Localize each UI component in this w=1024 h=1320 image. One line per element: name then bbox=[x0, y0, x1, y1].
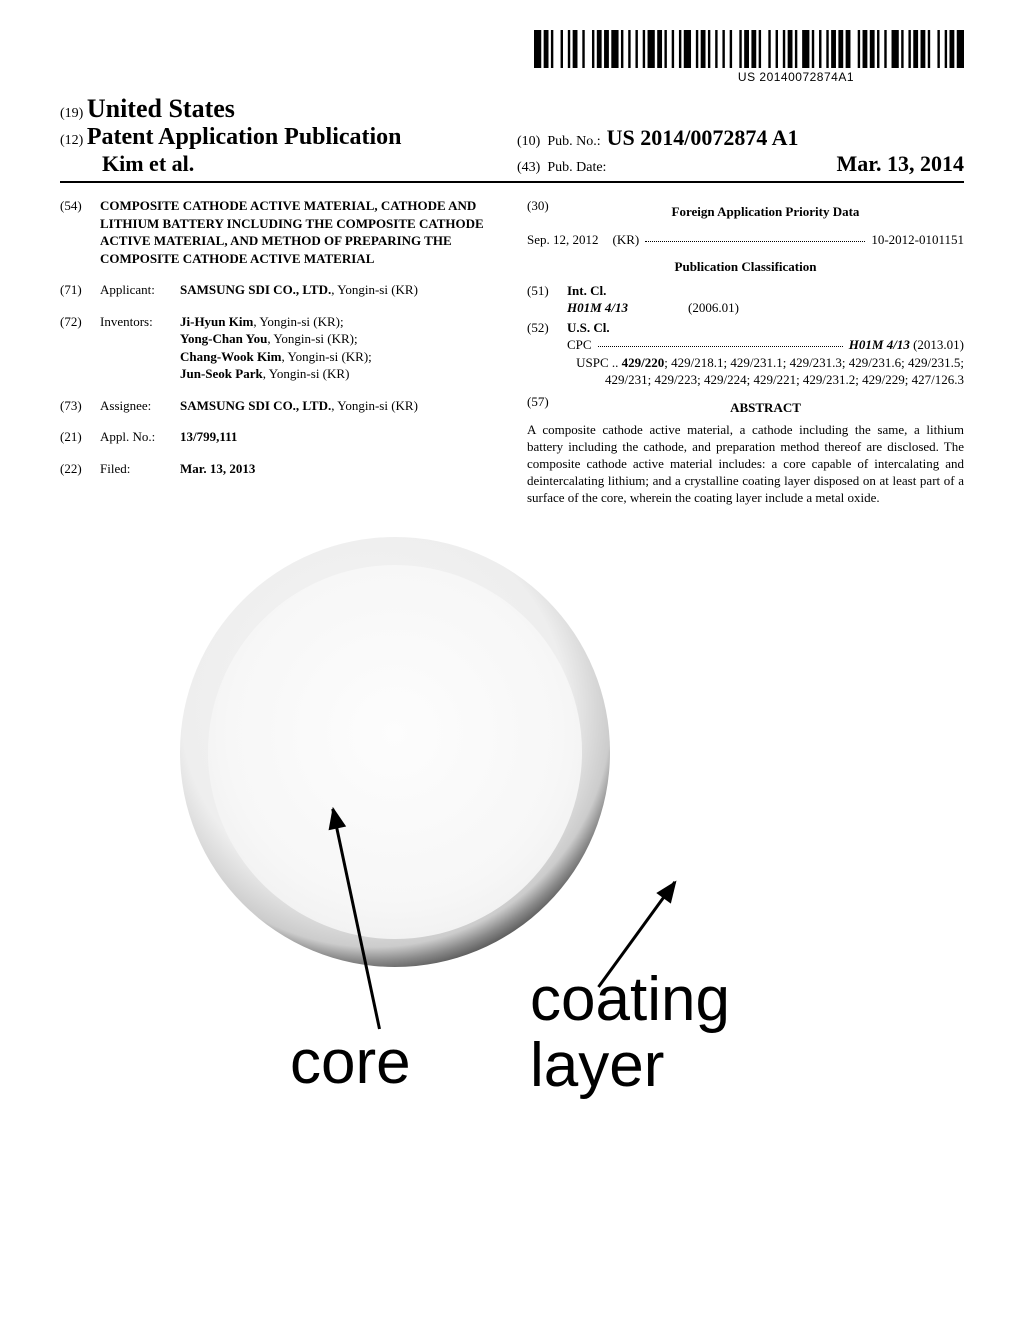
code-12: (12) bbox=[60, 133, 83, 148]
code-10: (10) bbox=[517, 134, 540, 150]
label-applno: Appl. No.: bbox=[100, 428, 180, 446]
field-22: (22) Filed: Mar. 13, 2013 bbox=[60, 460, 497, 478]
inventor-name: Ji-Hyun Kim bbox=[180, 314, 253, 329]
pubno: US 2014/0072874 A1 bbox=[607, 125, 799, 151]
code-52: (52) bbox=[527, 319, 567, 389]
assignee-name: SAMSUNG SDI CO., LTD. bbox=[180, 398, 331, 413]
assignee-loc: , Yongin-si (KR) bbox=[331, 398, 418, 413]
field-73: (73) Assignee: SAMSUNG SDI CO., LTD., Yo… bbox=[60, 397, 497, 415]
field-72: (72) Inventors: Ji-Hyun Kim, Yongin-si (… bbox=[60, 313, 497, 383]
code-21: (21) bbox=[60, 428, 100, 446]
barcode-graphic bbox=[534, 30, 964, 68]
field-57: (57) ABSTRACT bbox=[527, 393, 964, 421]
code-51: (51) bbox=[527, 282, 567, 317]
code-57: (57) bbox=[527, 393, 567, 421]
code-19: (19) bbox=[60, 106, 83, 121]
pubdate-label: Pub. Date: bbox=[547, 160, 606, 176]
code-72: (72) bbox=[60, 313, 100, 383]
intcl-class: H01M 4/13 bbox=[567, 300, 628, 315]
inventors-list: Ji-Hyun Kim, Yongin-si (KR);Yong-Chan Yo… bbox=[180, 313, 497, 383]
label-coating: coating layer bbox=[530, 967, 730, 1098]
field-51: (51) Int. Cl. H01M 4/13 (2006.01) bbox=[527, 282, 964, 317]
code-71: (71) bbox=[60, 281, 100, 299]
code-54: (54) bbox=[60, 197, 100, 267]
cpc-year: (2013.01) bbox=[913, 337, 964, 352]
label-assignee: Assignee: bbox=[100, 397, 180, 415]
priority-row: Sep. 12, 2012 (KR) 10-2012-0101151 bbox=[527, 231, 964, 249]
figure: core coating layer bbox=[60, 537, 964, 1147]
barcode-block: US 20140072874A1 bbox=[60, 30, 964, 84]
inventor-loc: , Yongin-si (KR); bbox=[282, 349, 372, 364]
pubclass-heading: Publication Classification bbox=[527, 258, 964, 276]
field-30: (30) Foreign Application Priority Data bbox=[527, 197, 964, 227]
pubdate-line: (43) Pub. Date: Mar. 13, 2014 bbox=[517, 151, 964, 177]
inventor-loc: , Yongin-si (KR); bbox=[267, 331, 357, 346]
pubno-line: (10) Pub. No.: US 2014/0072874 A1 bbox=[517, 125, 964, 151]
biblio-columns: (54) COMPOSITE CATHODE ACTIVE MATERIAL, … bbox=[60, 197, 964, 507]
cpc-val: H01M 4/13 bbox=[849, 337, 910, 352]
code-30: (30) bbox=[527, 197, 567, 227]
label-filed: Filed: bbox=[100, 460, 180, 478]
doctype-line: (12) Patent Application Publication bbox=[60, 124, 507, 151]
inventor-name: Jun-Seok Park bbox=[180, 366, 263, 381]
applno-val: 13/799,111 bbox=[180, 429, 237, 444]
country-line: (19) United States bbox=[60, 94, 507, 124]
uspc-block: USPC .. 429/220; 429/218.1; 429/231.1; 4… bbox=[567, 354, 964, 389]
priority-country: (KR) bbox=[613, 231, 640, 249]
inventor-loc: , Yongin-si (KR); bbox=[253, 314, 343, 329]
dots-leader bbox=[598, 336, 843, 347]
label-inventors: Inventors: bbox=[100, 313, 180, 383]
applicant-loc: , Yongin-si (KR) bbox=[331, 282, 418, 297]
label-coating-1: coating bbox=[530, 965, 730, 1034]
inventor-loc: , Yongin-si (KR) bbox=[263, 366, 350, 381]
country: United States bbox=[87, 94, 235, 123]
cpc-label: CPC bbox=[567, 336, 592, 354]
uspc-label: USPC bbox=[576, 355, 609, 370]
label-coating-2: layer bbox=[530, 1031, 664, 1100]
pubdate: Mar. 13, 2014 bbox=[836, 151, 964, 177]
code-73: (73) bbox=[60, 397, 100, 415]
intcl-label: Int. Cl. bbox=[567, 283, 606, 298]
priority-num: 10-2012-0101151 bbox=[871, 231, 964, 249]
label-applicant: Applicant: bbox=[100, 281, 180, 299]
invention-title: COMPOSITE CATHODE ACTIVE MATERIAL, CATHO… bbox=[100, 197, 497, 267]
uscl-label: U.S. Cl. bbox=[567, 320, 610, 335]
coating-layer-ring bbox=[180, 537, 610, 967]
label-core: core bbox=[290, 1027, 411, 1098]
code-43: (43) bbox=[517, 160, 540, 176]
doctype: Patent Application Publication bbox=[87, 124, 402, 150]
uspc-lead: 429/220 bbox=[622, 355, 665, 370]
priority-heading: Foreign Application Priority Data bbox=[567, 203, 964, 221]
right-col: (30) Foreign Application Priority Data S… bbox=[527, 197, 964, 507]
inventor-name: Yong-Chan You bbox=[180, 331, 267, 346]
field-54: (54) COMPOSITE CATHODE ACTIVE MATERIAL, … bbox=[60, 197, 497, 267]
core-circle bbox=[208, 565, 582, 939]
abstract-heading: ABSTRACT bbox=[567, 399, 964, 417]
abstract-text: A composite cathode active material, a c… bbox=[527, 422, 964, 506]
left-col: (54) COMPOSITE CATHODE ACTIVE MATERIAL, … bbox=[60, 197, 497, 507]
intcl-year: (2006.01) bbox=[688, 299, 739, 317]
field-71: (71) Applicant: SAMSUNG SDI CO., LTD., Y… bbox=[60, 281, 497, 299]
header: (19) United States (12) Patent Applicati… bbox=[60, 94, 964, 183]
pubno-label: Pub. No.: bbox=[547, 134, 600, 150]
dots-leader bbox=[645, 231, 865, 242]
barcode-text: US 20140072874A1 bbox=[738, 70, 964, 84]
author-line: Kim et al. bbox=[60, 151, 507, 177]
filed-val: Mar. 13, 2013 bbox=[180, 461, 255, 476]
priority-date: Sep. 12, 2012 bbox=[527, 231, 599, 249]
field-52: (52) U.S. Cl. CPC H01M 4/13 (2013.01) US… bbox=[527, 319, 964, 389]
field-21: (21) Appl. No.: 13/799,111 bbox=[60, 428, 497, 446]
applicant-name: SAMSUNG SDI CO., LTD. bbox=[180, 282, 331, 297]
code-22: (22) bbox=[60, 460, 100, 478]
inventor-name: Chang-Wook Kim bbox=[180, 349, 282, 364]
